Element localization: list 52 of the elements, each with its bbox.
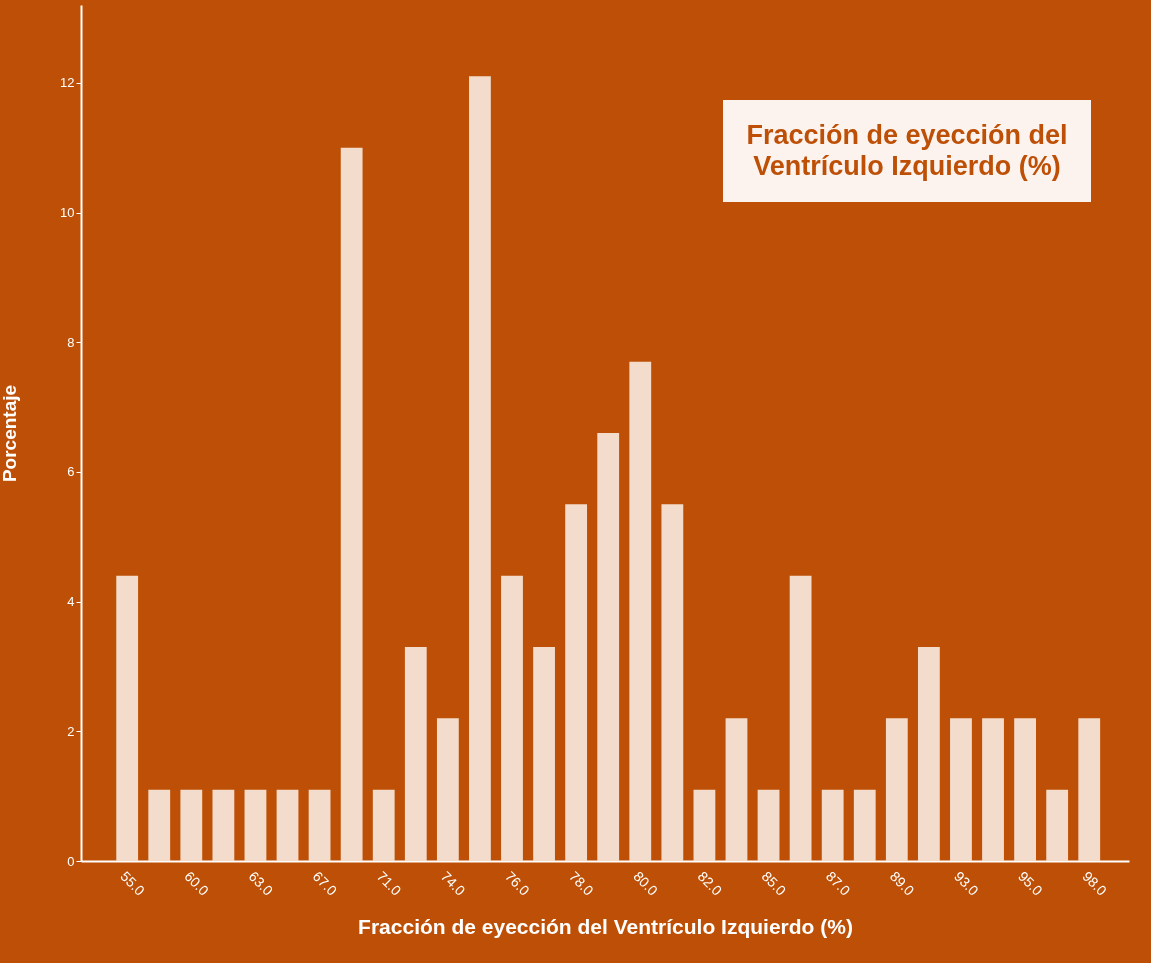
x-tick-label: 93.0 bbox=[951, 868, 982, 899]
y-tick-label: 0 bbox=[67, 853, 75, 869]
bar bbox=[1046, 789, 1069, 861]
bar bbox=[533, 647, 555, 861]
x-tick-label: 82.0 bbox=[694, 868, 726, 899]
y-tick-label: 12 bbox=[60, 75, 75, 91]
bar bbox=[1078, 718, 1101, 861]
x-tick-label: 80.0 bbox=[630, 868, 662, 899]
bar bbox=[885, 718, 908, 861]
bar bbox=[693, 789, 716, 861]
bar bbox=[308, 789, 331, 861]
bar bbox=[917, 647, 940, 861]
x-tick-label: 63.0 bbox=[245, 868, 277, 899]
bar bbox=[1014, 718, 1036, 861]
bar bbox=[501, 575, 523, 861]
bar bbox=[276, 789, 299, 861]
bar bbox=[789, 575, 812, 861]
y-tick-label: 10 bbox=[60, 205, 75, 221]
bar bbox=[597, 433, 620, 861]
bar bbox=[212, 789, 235, 861]
x-axis-title: Fracción de eyección del Ventrículo Izquierdo (%) bbox=[358, 914, 853, 938]
x-tick-label: 85.0 bbox=[758, 868, 790, 899]
bar bbox=[565, 504, 588, 861]
y-tick-label: 6 bbox=[67, 464, 75, 480]
x-tick-label: 95.0 bbox=[1015, 868, 1046, 899]
bar bbox=[148, 789, 171, 861]
x-tick-label: 89.0 bbox=[886, 868, 918, 899]
text: Fracción de eyección del Ventrículo Izquierdo (%) bbox=[723, 100, 1091, 202]
bar bbox=[821, 789, 844, 861]
bar bbox=[757, 789, 780, 861]
bar bbox=[244, 789, 267, 861]
x-tick-label: 60.0 bbox=[181, 868, 213, 899]
bar bbox=[982, 718, 1004, 861]
x-tick-label: 67.0 bbox=[309, 868, 341, 899]
bar bbox=[469, 76, 491, 861]
bar bbox=[950, 718, 972, 861]
y-tick-label: 4 bbox=[67, 594, 75, 610]
bar bbox=[116, 575, 139, 861]
bar bbox=[725, 718, 748, 861]
y-tick-label: 2 bbox=[67, 723, 75, 739]
x-tick-label: 98.0 bbox=[1079, 868, 1111, 899]
y-tick-label: 8 bbox=[67, 334, 75, 350]
bar bbox=[180, 789, 203, 861]
bar bbox=[629, 361, 652, 861]
x-tick-label: 87.0 bbox=[822, 868, 854, 899]
bar bbox=[372, 789, 395, 861]
bar bbox=[404, 647, 427, 861]
bar bbox=[853, 789, 876, 861]
y-axis-title: Porcentaje bbox=[0, 384, 21, 483]
bar bbox=[661, 504, 684, 861]
bar bbox=[340, 147, 363, 861]
bar bbox=[436, 718, 459, 861]
